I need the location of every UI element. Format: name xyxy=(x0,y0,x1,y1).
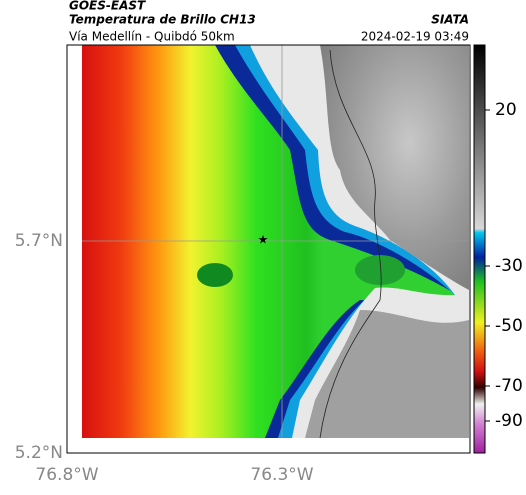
satellite-image xyxy=(82,45,469,438)
colorbar-tick-label: -30 xyxy=(495,256,523,276)
timestamp: 2024-02-19 03:49 xyxy=(361,30,469,44)
colorbar-tick-label: -50 xyxy=(495,316,523,336)
organization: SIATA xyxy=(431,13,469,27)
lat-tick-label: 5.7°N xyxy=(15,231,63,251)
lat-tick-label: 5.2°N xyxy=(15,443,63,463)
map-frame xyxy=(66,44,471,454)
lon-tick-label: 76.8°W xyxy=(35,465,98,485)
colorbar-tick-label: 20 xyxy=(495,100,517,120)
colorbar xyxy=(473,44,486,454)
location-marker: ★ xyxy=(258,233,269,247)
source: GOES-EAST xyxy=(69,0,146,13)
colorbar-tick-label: -70 xyxy=(495,376,523,396)
product: Temperatura de Brillo CH13 xyxy=(69,13,256,27)
colorbar-tick-label: -90 xyxy=(495,411,523,431)
route: Vía Medellín - Quibdó 50km xyxy=(69,30,235,44)
lon-tick-label: 76.3°W xyxy=(250,465,313,485)
